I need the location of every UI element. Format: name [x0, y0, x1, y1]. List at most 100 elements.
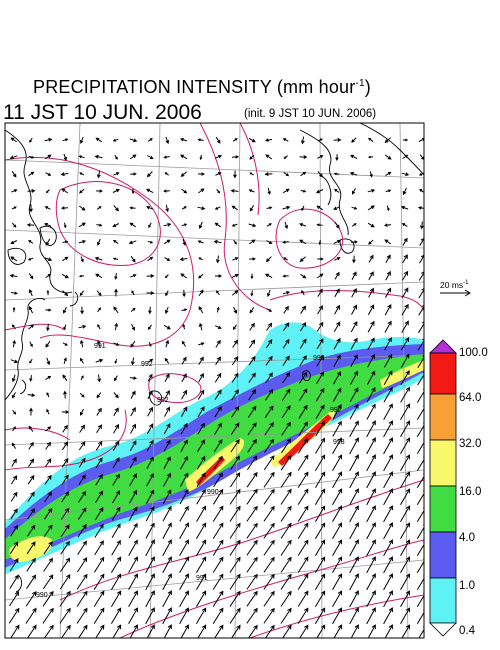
wind-arrow: [11, 374, 16, 383]
wind-arrow: [163, 222, 172, 227]
wind-arrow: [366, 539, 376, 557]
wind-arrow: [128, 573, 138, 591]
wind-arrow: [282, 291, 291, 295]
wind-arrow: [383, 556, 393, 574]
wind-arrow: [128, 240, 137, 245]
wind-arrow: [249, 239, 256, 245]
wind-arrow: [299, 338, 307, 349]
wind-arrow: [384, 137, 391, 144]
wind-arrow: [44, 474, 52, 485]
wind-arrow: [26, 574, 37, 589]
contour-label: 990: [36, 592, 48, 599]
wind-arrow: [63, 222, 67, 229]
wind-arrow: [10, 359, 19, 364]
wind-arrow: [402, 154, 409, 160]
wind-arrow: [315, 189, 324, 194]
wind-arrow: [78, 441, 86, 451]
legend-label: 32.0: [459, 438, 482, 450]
wind-arrow: [280, 573, 292, 590]
wind-arrow: [215, 339, 221, 348]
wind-arrow: [400, 437, 411, 455]
wind-arrow: [146, 206, 154, 210]
wind-arrow: [180, 455, 189, 470]
wind-arrow: [60, 172, 69, 177]
wind-arrow: [96, 424, 102, 434]
wind-arrow: [214, 624, 224, 638]
wind-arrow: [350, 354, 358, 368]
wind-arrow: [163, 189, 170, 193]
wind-arrow: [332, 387, 342, 402]
wind-arrow: [264, 138, 273, 142]
wind-arrow: [400, 370, 410, 386]
wind-arrow: [283, 305, 289, 314]
wind-arrow: [351, 271, 357, 280]
wind-arrow: [130, 390, 136, 399]
wind-arrow: [301, 205, 305, 212]
wind-arrow: [93, 590, 105, 607]
wind-arrow: [400, 337, 410, 351]
wind-arrow: [351, 240, 358, 244]
wind-arrow: [232, 324, 237, 331]
wind-arrow: [402, 254, 408, 264]
wind-arrow: [112, 240, 119, 244]
wind-arrow: [26, 557, 36, 572]
wind-arrow: [179, 556, 189, 574]
wind-arrow: [231, 223, 238, 227]
wind-arrow: [350, 154, 358, 160]
wind-arrow: [12, 306, 16, 313]
wind-arrow: [181, 389, 188, 400]
wind-arrow: [264, 273, 273, 279]
legend-label: 1.0: [459, 580, 475, 592]
wind-arrow: [164, 357, 170, 364]
wind-arrow: [249, 154, 255, 160]
wind-arrow: [401, 624, 411, 638]
wind-arrow: [94, 507, 104, 521]
wind-arrow: [198, 289, 204, 296]
wind-arrow: [284, 221, 289, 230]
wind-arrow: [62, 138, 69, 142]
wind-arrow: [76, 557, 88, 573]
wind-arrow: [229, 590, 241, 607]
wind-arrow: [299, 355, 307, 367]
wind-arrow: [146, 274, 155, 278]
wind-arrow: [27, 393, 36, 397]
wind-arrow: [181, 340, 187, 347]
wind-arrow: [349, 471, 359, 489]
wind-arrow: [233, 306, 238, 314]
wind-arrow: [299, 371, 308, 384]
wind-arrow: [145, 522, 155, 539]
wind-arrow: [298, 421, 308, 436]
wind-arrow: [45, 308, 52, 312]
wind-arrow: [46, 408, 50, 415]
wind-arrow: [181, 206, 187, 210]
wind-arrow: [27, 189, 36, 193]
wind-arrow: [229, 488, 241, 505]
wind-arrow: [298, 388, 308, 402]
wind-arrow: [59, 590, 71, 607]
wind-arrow: [145, 590, 155, 608]
wind-arrow: [366, 505, 376, 523]
wind-arrow: [248, 339, 256, 349]
wind-arrow: [249, 257, 256, 261]
wind-arrow: [25, 591, 37, 607]
wind-arrow: [28, 324, 35, 330]
legend-label: 16.0: [459, 486, 482, 498]
wind-arrow: [263, 556, 275, 573]
wind-arrow: [147, 324, 152, 330]
wind-arrow: [9, 273, 18, 278]
wind-arrow: [383, 403, 393, 420]
wind-arrow: [212, 505, 224, 522]
precip-area-16: [9, 536, 53, 562]
wind-arrow: [215, 172, 222, 176]
wind-arrow: [11, 442, 17, 449]
wind-arrow: [349, 607, 359, 625]
wind-arrow: [11, 291, 18, 295]
wind-arrow: [63, 324, 67, 331]
wind-arrow: [416, 490, 424, 505]
wind-arrow: [112, 257, 119, 261]
wind-arrow: [229, 522, 241, 539]
wind-arrow: [93, 556, 105, 573]
wind-arrow: [197, 206, 206, 211]
wind-arrow: [282, 205, 291, 210]
wind-arrow: [300, 189, 307, 193]
